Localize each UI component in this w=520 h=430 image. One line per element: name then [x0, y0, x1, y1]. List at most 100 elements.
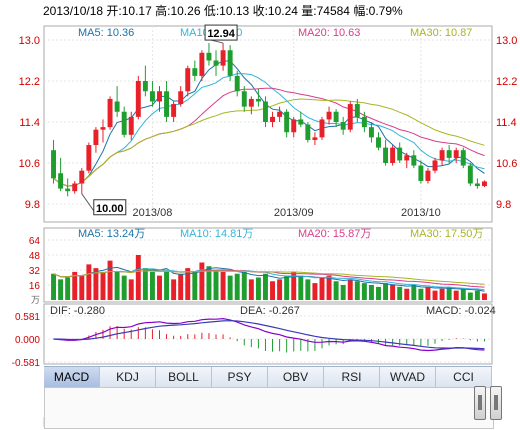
price-legend-ma5: MA5: 10.36 — [78, 27, 134, 39]
quote-close: 收:10.24 — [252, 4, 298, 18]
candle-body — [93, 129, 99, 146]
volume-bar — [467, 292, 473, 300]
candle-body — [58, 173, 64, 189]
candle-body — [411, 155, 417, 166]
candle-body — [128, 116, 134, 135]
tab-kdj[interactable]: KDJ — [100, 367, 156, 387]
quote-header: 2013/10/18 开:10.17 高:10.26 低:10.13 收:10.… — [43, 2, 403, 19]
volume-bar — [277, 279, 283, 300]
candle-body — [453, 150, 459, 158]
tab-macd[interactable]: MACD — [44, 367, 100, 387]
volume-legend-ma20: MA20: 15.87万 — [298, 228, 371, 240]
candle-body — [114, 101, 120, 112]
volume-bar — [411, 285, 417, 300]
tab-wvad[interactable]: WVAD — [380, 367, 436, 387]
candle-body — [361, 116, 367, 128]
tab-psy[interactable]: PSY — [212, 367, 268, 387]
volume-bar — [192, 271, 198, 300]
candle-body — [227, 50, 233, 76]
indicator-tabs: MACD KDJ BOLL PSY OBV RSI WVAD CCI — [44, 366, 492, 388]
candle-body — [439, 150, 445, 161]
volume-bar — [227, 275, 233, 300]
volume-bar — [79, 275, 85, 300]
candle-body — [298, 119, 304, 125]
quote-low: 低:10.13 — [203, 4, 250, 18]
volume-bar — [142, 268, 148, 300]
volume-bar — [72, 271, 78, 300]
candle-body — [164, 91, 170, 117]
y-tick-label-right: 13.0 — [496, 35, 517, 47]
candle-body — [65, 188, 71, 192]
volume-bar — [248, 279, 254, 300]
volume-bar — [305, 279, 311, 300]
quote-high: 高:10.26 — [155, 4, 201, 18]
candle-body — [192, 68, 198, 76]
candle-body — [277, 111, 283, 117]
candle-body — [474, 183, 480, 187]
macd-legend-dif: DIF: -0.280 — [50, 305, 105, 317]
annotation-box — [204, 24, 238, 41]
volume-bar — [135, 255, 141, 300]
volume-bar — [368, 285, 374, 300]
candle-body — [142, 81, 148, 92]
volume-bar — [390, 285, 396, 300]
candle-body — [432, 160, 438, 171]
dea-line — [53, 320, 485, 350]
volume-bar — [397, 286, 403, 300]
tab-obv[interactable]: OBV — [268, 367, 324, 387]
volume-legend-ma30: MA30: 17.50万 — [410, 228, 483, 240]
x-tick-label: 2013/09 — [274, 207, 314, 219]
y-tick-label-right: 11.4 — [496, 117, 517, 129]
candle-body — [347, 104, 353, 130]
candle-body — [340, 122, 346, 130]
tab-boll[interactable]: BOLL — [156, 367, 212, 387]
candle-body — [248, 98, 254, 107]
y-tick-label-right: 9.8 — [496, 199, 511, 211]
volume-bar — [199, 262, 205, 300]
macd-panel — [43, 303, 493, 365]
navigator-right-handle[interactable] — [490, 386, 502, 420]
candle-body — [72, 183, 78, 192]
macd-y-tick: 0.581 — [15, 312, 40, 323]
quote-open: 开:10.17 — [106, 4, 152, 18]
volume-bar — [149, 271, 155, 300]
volume-bar — [284, 275, 290, 300]
candle-body — [185, 68, 191, 92]
volume-bar — [291, 271, 297, 300]
x-tick-label: 2013/10 — [401, 207, 441, 219]
y-tick-label-right: 12.2 — [496, 76, 517, 88]
volume-bar — [65, 277, 71, 300]
y-tick-label: 12.2 — [19, 76, 40, 88]
candle-body — [460, 150, 466, 166]
tab-cci[interactable]: CCI — [436, 367, 492, 387]
annotation-label: 10.00 — [96, 203, 124, 215]
candle-body — [220, 50, 226, 66]
candle-body — [199, 52, 205, 76]
volume-bar — [220, 271, 226, 300]
tab-rsi[interactable]: RSI — [324, 367, 380, 387]
candle-body — [467, 165, 473, 184]
volume-bar — [185, 268, 191, 300]
candle-body — [51, 150, 57, 179]
navigator-panel[interactable] — [44, 387, 494, 429]
volume-bar — [93, 268, 99, 300]
candle-body — [135, 81, 141, 117]
candle-body — [100, 127, 106, 130]
volume-bar — [354, 281, 360, 300]
volume-bar — [234, 273, 240, 300]
volume-bar — [404, 288, 410, 300]
candle-body — [305, 124, 311, 140]
candle-body — [418, 165, 424, 181]
navigator-left-handle[interactable] — [474, 386, 486, 420]
price-panel — [43, 25, 493, 223]
dif-line — [53, 317, 485, 352]
volume-bar — [178, 273, 184, 300]
quote-volume: 量:74584 — [301, 4, 350, 18]
candle-body — [149, 91, 155, 102]
volume-legend-ma5: MA5: 13.24万 — [78, 228, 145, 240]
macd-legend-dea: DEA: -0.267 — [240, 305, 300, 317]
quote-change: 幅:0.79% — [353, 4, 403, 18]
volume-bar — [86, 264, 92, 300]
annotation-box — [93, 199, 127, 216]
price-legend-ma20: MA20: 10.63 — [298, 27, 360, 39]
